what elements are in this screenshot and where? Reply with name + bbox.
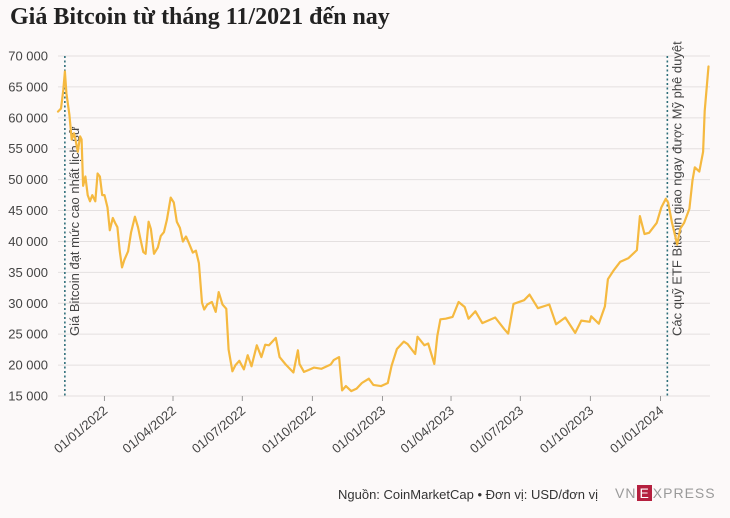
logo-prefix: VN xyxy=(615,485,637,501)
y-tick-label: 70 000 xyxy=(8,49,48,64)
grid-lines xyxy=(58,55,710,397)
x-tick-label: 01/01/2022 xyxy=(51,403,110,456)
y-tick-label: 45 000 xyxy=(8,203,48,218)
y-tick-label: 60 000 xyxy=(8,110,48,125)
y-tick-label: 35 000 xyxy=(8,265,48,280)
series-line-btc-price xyxy=(56,65,710,393)
y-tick-label: 50 000 xyxy=(8,172,48,187)
x-tick-label: 01/01/2023 xyxy=(329,403,388,456)
x-tick-label: 01/07/2023 xyxy=(467,403,526,456)
source-note: Nguồn: CoinMarketCap • Đơn vị: USD/đơn v… xyxy=(338,487,599,502)
chart-title: Giá Bitcoin từ tháng 11/2021 đến nay xyxy=(10,4,390,30)
annotation-label: Giá Bitcoin đạt mức cao nhất lịch sử xyxy=(67,126,82,336)
y-tick-label: 25 000 xyxy=(8,327,48,342)
annotation-label: Các quỹ ETF Bitcoin giao ngay được Mỹ ph… xyxy=(669,41,684,336)
x-tick-label: 01/07/2022 xyxy=(189,403,248,456)
x-tick-label: 01/01/2024 xyxy=(607,403,666,456)
y-axis-tick-labels: 15 000 20 000 25 000 30 000 35 000 40 000 45 0… xyxy=(8,49,48,404)
x-tick-label: 01/10/2022 xyxy=(259,403,318,456)
x-tick-label: 01/04/2023 xyxy=(397,403,456,456)
y-tick-label: 40 000 xyxy=(8,234,48,249)
y-tick-label: 15 000 xyxy=(8,389,48,404)
y-tick-label: 55 000 xyxy=(8,141,48,156)
y-tick-label: 65 000 xyxy=(8,79,48,94)
x-tick-label: 01/04/2022 xyxy=(119,403,178,456)
y-tick-label: 30 000 xyxy=(8,296,48,311)
logo-e-mark: E xyxy=(637,485,652,501)
x-tick-label: 01/10/2023 xyxy=(537,403,596,456)
y-tick-label: 20 000 xyxy=(8,358,48,373)
logo-suffix: XPRESS xyxy=(652,485,716,501)
series-layer xyxy=(56,65,710,393)
vnexpress-logo: VN E XPRESS xyxy=(615,485,716,501)
x-axis-tick-labels: 01/01/2022 01/04/2022 01/07/2022 01/10/2022… xyxy=(51,396,666,456)
annotations: Giá Bitcoin đạt mức cao nhất lịch sử Các … xyxy=(64,41,684,396)
